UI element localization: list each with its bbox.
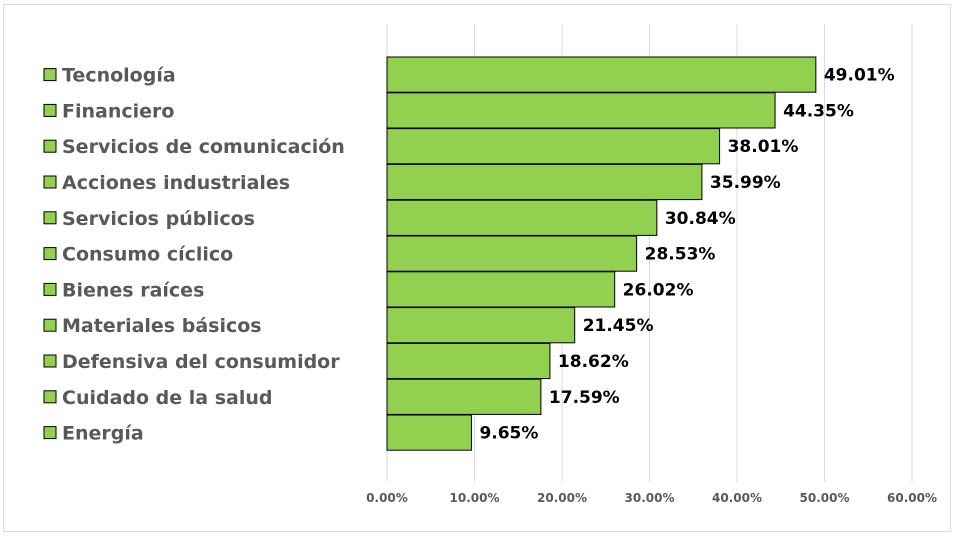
bar bbox=[386, 235, 638, 272]
bar bbox=[386, 128, 721, 165]
x-tick-label: 0.00% bbox=[366, 491, 408, 505]
data-label: 26.02% bbox=[623, 280, 694, 300]
legend: Tecnología Financiero Servicios de comunic… bbox=[43, 65, 345, 445]
data-label: 44.35% bbox=[783, 101, 854, 121]
data-label: 28.53% bbox=[645, 245, 716, 265]
bar bbox=[386, 199, 658, 236]
legend-swatch bbox=[43, 68, 57, 82]
legend-swatch bbox=[43, 426, 57, 440]
bar bbox=[386, 163, 703, 201]
bar bbox=[386, 307, 576, 344]
legend-label: Cuidado de la salud bbox=[62, 387, 273, 409]
data-label: 35.99% bbox=[710, 173, 781, 193]
data-label: 17.59% bbox=[549, 388, 620, 408]
legend-label: Servicios de comunicación bbox=[62, 136, 345, 158]
x-axis-ticks: 0.00% 10.00% 20.00% 30.00% 40.00% 50.00% 60.00… bbox=[366, 491, 937, 505]
legend-label: Energía bbox=[62, 423, 144, 445]
legend-swatch bbox=[43, 282, 57, 296]
data-label: 21.45% bbox=[583, 316, 654, 336]
data-label: 38.01% bbox=[728, 137, 799, 157]
data-labels: 49.01% 44.35% 38.01% 35.99% 30.84% 28.53% 26.0… bbox=[479, 66, 894, 444]
bar bbox=[386, 378, 542, 415]
legend-label: Defensiva del consumidor bbox=[62, 351, 340, 373]
x-tick-label: 20.00% bbox=[537, 491, 587, 505]
x-tick-label: 60.00% bbox=[887, 491, 937, 505]
data-label: 30.84% bbox=[665, 209, 736, 229]
bar bbox=[386, 92, 776, 129]
bar bbox=[386, 56, 817, 93]
bars bbox=[386, 56, 817, 451]
legend-label: Financiero bbox=[62, 100, 174, 122]
bar bbox=[386, 271, 616, 308]
legend-label: Materiales básicos bbox=[62, 315, 262, 337]
data-label: 49.01% bbox=[824, 66, 895, 86]
x-tick-label: 10.00% bbox=[450, 491, 500, 505]
x-tick-label: 30.00% bbox=[625, 491, 675, 505]
legend-label: Tecnología bbox=[62, 65, 176, 87]
x-tick-label: 50.00% bbox=[800, 491, 850, 505]
data-label: 9.65% bbox=[479, 424, 538, 444]
legend-swatch bbox=[43, 354, 57, 368]
legend-swatch bbox=[43, 211, 57, 225]
legend-label: Acciones industriales bbox=[62, 172, 290, 194]
legend-swatch bbox=[43, 247, 57, 261]
legend-swatch bbox=[43, 318, 57, 332]
x-tick-label: 40.00% bbox=[712, 491, 762, 505]
legend-swatch bbox=[43, 390, 57, 404]
legend-swatch bbox=[43, 175, 57, 189]
bar bbox=[386, 414, 472, 451]
legend-swatch bbox=[43, 139, 57, 153]
legend-label: Bienes raíces bbox=[62, 279, 204, 301]
legend-swatch bbox=[43, 103, 57, 117]
bar bbox=[386, 342, 551, 380]
legend-label: Servicios públicos bbox=[62, 208, 255, 230]
data-label: 18.62% bbox=[558, 352, 629, 372]
legend-label: Consumo cíclico bbox=[62, 244, 233, 266]
